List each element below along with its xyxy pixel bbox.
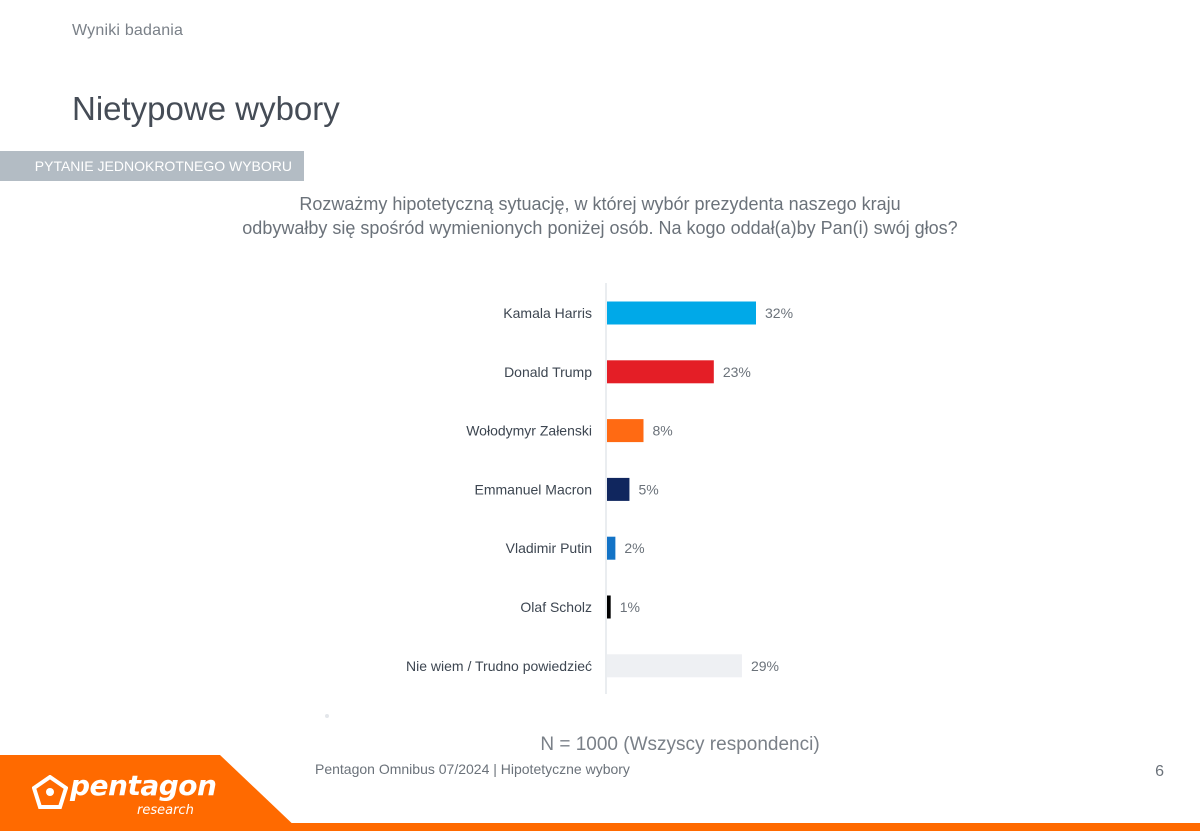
- bar: [607, 477, 630, 501]
- decorative-dot: [325, 714, 329, 718]
- bar: [607, 419, 644, 443]
- category-label: Vladimir Putin: [506, 540, 592, 556]
- bar: [607, 654, 742, 678]
- bar: [607, 595, 611, 619]
- category-label: Kamala Harris: [503, 305, 592, 321]
- brand-logo-text: pentagon: [70, 769, 217, 802]
- value-label: 2%: [624, 540, 644, 556]
- footer-accent-bar: [0, 823, 1200, 831]
- value-label: 1%: [620, 599, 640, 615]
- value-label: 8%: [653, 423, 673, 439]
- category-label: Wołodymyr Załenski: [466, 423, 592, 439]
- base-note: N = 1000 (Wszyscy respondenci): [540, 734, 820, 755]
- footer-caption: Pentagon Omnibus 07/2024 | Hipotetyczne …: [315, 761, 630, 777]
- value-label: 5%: [638, 481, 658, 497]
- category-label: Emmanuel Macron: [475, 481, 593, 497]
- category-label: Olaf Scholz: [520, 599, 592, 615]
- page-title: Nietypowe wybory: [72, 90, 340, 128]
- bar: [607, 360, 714, 384]
- brand-logo-subtext: research: [137, 803, 194, 818]
- value-label: 32%: [765, 305, 793, 321]
- question-text-line-1: Rozważmy hipotetyczną sytuację, w której…: [299, 194, 901, 214]
- footer: pentagon research Pentagon Omnibus 07/20…: [0, 751, 1200, 831]
- value-label: 23%: [723, 364, 751, 380]
- question-type-tag: PYTANIE JEDNOKROTNEGO WYBORU: [0, 151, 304, 181]
- page-number: 6: [1155, 763, 1164, 780]
- bar-chart: Kamala Harris 32% Donald Trump 23% Wołodymyr…: [406, 283, 793, 694]
- category-label: Nie wiem / Trudno powiedzieć: [406, 658, 592, 674]
- category-label: Donald Trump: [504, 364, 592, 380]
- footer-brand-block: pentagon research: [0, 755, 300, 831]
- question-text: Rozważmy hipotetyczną sytuację, w której…: [150, 192, 1050, 240]
- question-text-line-2: odbywałby się spośród wymienionych poniż…: [242, 218, 958, 238]
- bar: [607, 301, 756, 325]
- bar: [607, 536, 616, 560]
- pentagon-logo-icon: [32, 775, 68, 809]
- value-label: 29%: [751, 658, 779, 674]
- section-label: Wyniki badania: [72, 22, 184, 39]
